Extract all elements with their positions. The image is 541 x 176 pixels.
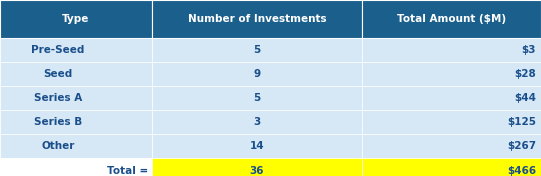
Text: 9: 9: [253, 69, 261, 79]
Text: $3: $3: [522, 45, 536, 55]
Text: $125: $125: [507, 117, 536, 127]
Bar: [152, 158, 362, 176]
Text: 5: 5: [253, 93, 261, 103]
Text: 36: 36: [250, 166, 264, 176]
Bar: [362, 38, 541, 62]
Bar: [152, 134, 362, 158]
Text: Total Amount ($M): Total Amount ($M): [397, 14, 506, 24]
Bar: [0, 110, 152, 134]
Text: $267: $267: [507, 141, 536, 151]
Text: $44: $44: [514, 93, 536, 103]
Bar: [0, 0, 152, 38]
Text: 14: 14: [250, 141, 265, 151]
Bar: [0, 158, 152, 176]
Bar: [152, 86, 362, 110]
Text: $466: $466: [507, 166, 536, 176]
Text: Total =: Total =: [107, 166, 148, 176]
Bar: [362, 0, 541, 38]
Text: Seed: Seed: [43, 69, 72, 79]
Bar: [152, 0, 362, 38]
Text: Pre-Seed: Pre-Seed: [31, 45, 84, 55]
Bar: [362, 110, 541, 134]
Bar: [0, 38, 152, 62]
Bar: [362, 158, 541, 176]
Bar: [0, 134, 152, 158]
Bar: [0, 86, 152, 110]
Text: Series A: Series A: [34, 93, 82, 103]
Bar: [152, 38, 362, 62]
Bar: [152, 110, 362, 134]
Bar: [0, 62, 152, 86]
Text: 3: 3: [253, 117, 261, 127]
Bar: [152, 62, 362, 86]
Text: Type: Type: [62, 14, 90, 24]
Bar: [362, 134, 541, 158]
Text: Number of Investments: Number of Investments: [188, 14, 326, 24]
Text: 5: 5: [253, 45, 261, 55]
Text: Series B: Series B: [34, 117, 82, 127]
Text: Other: Other: [41, 141, 75, 151]
Bar: [362, 62, 541, 86]
Text: $28: $28: [514, 69, 536, 79]
Bar: [362, 86, 541, 110]
